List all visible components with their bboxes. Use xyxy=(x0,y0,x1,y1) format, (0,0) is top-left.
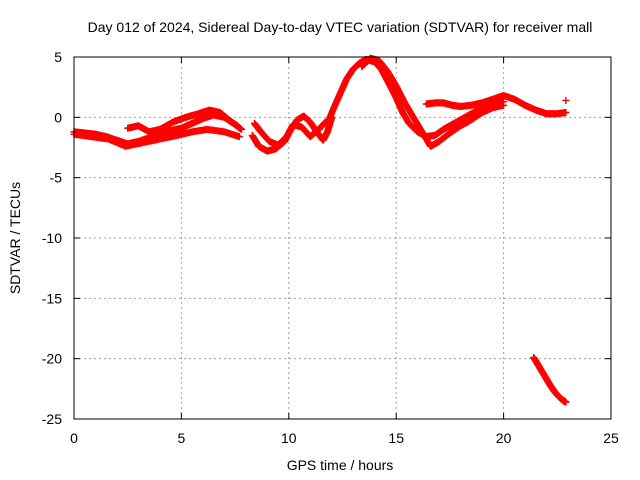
y-tick-label: -5 xyxy=(50,170,63,186)
data-point xyxy=(235,133,243,141)
data-point xyxy=(233,122,241,130)
y-tick-label: -25 xyxy=(42,411,62,427)
series-arc-9 xyxy=(562,96,570,104)
series-arc-5 xyxy=(250,118,329,149)
y-tick-label: -15 xyxy=(42,290,62,306)
x-tick-label: 15 xyxy=(388,430,404,446)
x-tick-label: 0 xyxy=(70,430,78,446)
y-tick-label: -20 xyxy=(42,351,62,367)
data-points xyxy=(70,54,570,406)
axis-ticks: 0 5 10 15 20 25 5 0 -5 -10 -15 -20 -25 xyxy=(42,49,619,446)
series-arc-8 xyxy=(422,92,570,118)
data-point xyxy=(562,109,570,117)
data-point xyxy=(238,125,246,133)
x-axis-title: GPS time / hours xyxy=(287,457,394,473)
series-arc-7 xyxy=(358,54,508,150)
data-point xyxy=(562,96,570,104)
x-tick-label: 5 xyxy=(178,430,186,446)
x-tick-label: 20 xyxy=(496,430,512,446)
chart-title: Day 012 of 2024, Sidereal Day-to-day VTE… xyxy=(88,19,593,35)
data-point xyxy=(500,101,508,109)
y-tick-label: -10 xyxy=(42,230,62,246)
x-tick-label: 25 xyxy=(603,430,619,446)
series-arc-10 xyxy=(530,353,570,406)
data-point xyxy=(562,398,570,406)
grid xyxy=(74,57,611,419)
y-tick-label: 0 xyxy=(54,109,62,125)
series-arc-2 xyxy=(70,125,243,150)
y-axis-title: SDTVAR / TECUs xyxy=(7,182,23,294)
y-tick-label: 5 xyxy=(54,49,62,65)
x-tick-label: 10 xyxy=(281,430,297,446)
series-arc-3 xyxy=(124,106,241,136)
